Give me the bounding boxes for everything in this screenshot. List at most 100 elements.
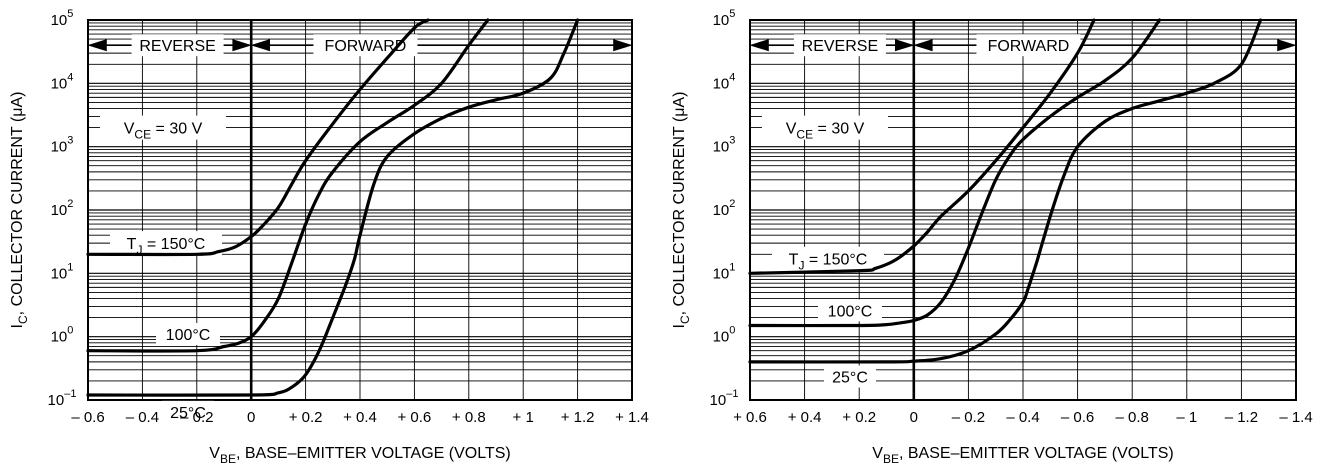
x-axis-title-rest: , BASE–EMITTER VOLTAGE (VOLTS) [899,445,1174,462]
reverse-arrowhead-left [87,39,107,52]
y-tick-label: 102 [51,198,74,219]
y-axis-title-sub: C [678,315,692,324]
y-tick-label: 100 [51,325,74,346]
y-tick-exp: 1 [729,261,735,273]
y-tick-exp: 4 [729,71,735,83]
x-tick-label: + 0.2 [842,409,876,426]
x-axis-title: VBE, BASE–EMITTER VOLTAGE (VOLTS) [872,445,1173,466]
y-tick-label: 101 [51,261,74,282]
reverse-label-bg [131,34,224,57]
y-tick-base: 10 [713,265,730,282]
forward-label: FORWARD [325,38,407,55]
y-tick-exp: 2 [67,198,73,210]
curve-t25 [748,18,1263,364]
t25-label-bg [162,400,214,423]
y-tick-base: 10 [713,12,730,29]
vce-label-rest: = 30 V [151,121,202,138]
y-tick-label: 103 [713,135,736,156]
y-tick-label: 103 [51,135,74,156]
x-axis-title-sub: BE [883,452,899,466]
tj150-label-sub: J [798,259,804,273]
vce-label-bg [762,115,888,140]
y-tick-label: 104 [713,71,736,92]
y-tick-exp: 3 [729,135,735,147]
tj150-label-rest: = 150°C [142,236,205,253]
x-tick-label: + 0.4 [788,409,822,426]
x-tick-label: + 0.2 [289,409,323,426]
vce-label-bg [100,115,226,140]
y-tick-base: 10 [51,12,68,29]
curve-tj150 [748,18,1096,275]
x-tick-label: – 1.2 [1225,409,1258,426]
y-axis-title: IC, COLLECTOR CURRENT (μA) [9,92,30,329]
vce-label: VCE = 30 V [124,121,203,142]
curve-t100 [748,18,1162,328]
x-tick-label: – 0.2 [180,409,213,426]
y-tick-exp: 3 [67,135,73,147]
vce-label: VCE = 30 V [786,121,865,142]
y-axis-title-rest: , COLLECTOR CURRENT (μA) [671,92,688,316]
x-tick-label: + 1.4 [615,409,649,426]
x-axis-title-main: V [872,445,883,462]
curves [748,18,1263,364]
curve-t100 [86,18,490,353]
forward-arrowhead-right [1277,39,1297,52]
x-tick-label: – 1.4 [1279,409,1312,426]
y-tick-label: 100 [713,325,736,346]
y-axis-title-main: I [9,324,26,328]
y-axis-title-sub: C [16,315,30,324]
x-axis-title: VBE, BASE–EMITTER VOLTAGE (VOLTS) [209,445,510,466]
y-tick-label: 105 [51,8,74,29]
y-tick-label: 10–1 [48,388,77,409]
y-tick-exp: 4 [67,71,73,83]
curve-tj150 [86,18,430,257]
y-tick-exp: –1 [64,388,76,400]
forward-label: FORWARD [988,38,1070,55]
t25-label: 25°C [170,405,206,422]
curve-t25 [86,18,580,397]
x-tick-label: – 1 [1176,409,1197,426]
y-tick-base: 10 [51,75,68,92]
y-tick-exp: 0 [67,325,73,337]
tj150-label-main: T [789,252,799,269]
t25-label-bg [824,365,876,388]
reverse-label-bg [793,34,886,57]
tj150-label-sub: J [136,243,142,257]
vce-label-main: V [124,121,135,138]
reverse-arrowhead-right [232,39,252,52]
reverse-label: REVERSE [139,38,215,55]
y-tick-exp: 5 [729,8,735,20]
x-tick-label: – 0.4 [126,409,159,426]
y-tick-base: 10 [713,329,730,346]
y-tick-base: 10 [51,202,68,219]
x-axis-title-rest: , BASE–EMITTER VOLTAGE (VOLTS) [236,445,511,462]
x-tick-label: + 1 [513,409,534,426]
x-tick-label: 0 [247,409,255,426]
y-tick-exp: –1 [726,388,738,400]
tj150-label: TJ = 150°C [789,252,868,273]
x-tick-label: + 0.6 [733,409,767,426]
x-tick-label: – 0.8 [1116,409,1149,426]
t100-label-bg [818,299,882,322]
x-tick-label: + 1.2 [561,409,595,426]
plot-frame [87,19,633,401]
y-tick-label: 105 [713,8,736,29]
reverse-arrowhead-left [749,39,769,52]
y-tick-base: 10 [51,329,68,346]
x-tick-label: – 0.6 [71,409,104,426]
y-tick-base: 10 [51,265,68,282]
forward-arrowhead-left [250,39,271,52]
x-axis-title-sub: BE [220,452,236,466]
y-axis-title: IC, COLLECTOR CURRENT (μA) [671,92,692,329]
t100-label: 100°C [828,303,873,320]
y-tick-label: 102 [713,198,736,219]
x-tick-label: + 0.4 [343,409,377,426]
vce-label-rest: = 30 V [813,121,864,138]
y-tick-base: 10 [713,202,730,219]
vce-label-sub: CE [134,128,151,142]
curves [86,18,580,397]
y-tick-base: 10 [48,392,65,409]
